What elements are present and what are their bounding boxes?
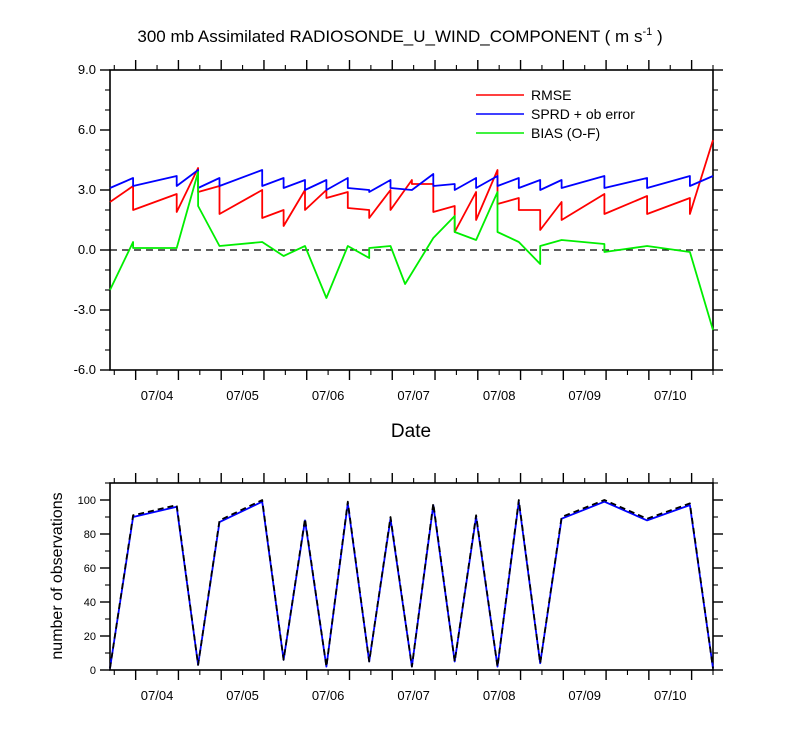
x-tick-label: 07/08 (483, 688, 516, 703)
x-tick-label: 07/04 (141, 388, 174, 403)
y-tick-label: 40 (84, 597, 96, 609)
bottom-axis-ticks: 0 20 40 60 80 100 07/04 07/05 07/06 07/07 07/08 07/… (78, 473, 723, 703)
y-tick-label: -3.0 (74, 302, 96, 317)
x-tick-label: 07/07 (397, 388, 430, 403)
x-axis-title: Date (391, 421, 431, 442)
y-tick-label: 9.0 (78, 62, 96, 77)
x-tick-label: 07/05 (226, 388, 259, 403)
y-tick-label: 0 (90, 665, 96, 677)
x-tick-label: 07/06 (312, 388, 345, 403)
series-line-possible (109, 499, 714, 669)
x-tick-label: 07/10 (654, 388, 687, 403)
legend-label-rmse: RMSE (531, 87, 571, 103)
y-tick-label: 6.0 (78, 122, 96, 137)
top-plot-frame (109, 69, 714, 371)
x-tick-label: 07/06 (312, 688, 345, 703)
y-tick-label: 80 (84, 529, 96, 541)
top-axis-ticks: -6.0 -3.0 0.0 3.0 6.0 9.0 07/04 07/05 07/06 07/07… (74, 60, 723, 403)
y-tick-label: 100 (78, 495, 96, 507)
y-tick-label: 60 (84, 563, 96, 575)
y-tick-label: -6.0 (74, 362, 96, 377)
legend-label-sprd: SPRD + ob error (531, 106, 635, 122)
chart-title: 300 mb Assimilated RADIOSONDE_U_WIND_COM… (137, 26, 662, 46)
legend-label-bias: BIAS (O-F) (531, 125, 600, 141)
x-tick-label: 07/04 (141, 688, 174, 703)
top-series-group (109, 139, 714, 331)
x-tick-label: 07/07 (397, 688, 430, 703)
x-tick-label: 07/10 (654, 688, 687, 703)
y-axis-title-observations: number of observations (49, 492, 66, 659)
x-tick-label: 07/09 (568, 388, 601, 403)
y-tick-label: 20 (84, 631, 96, 643)
y-tick-label: 0.0 (78, 242, 96, 257)
series-line-bias-o-f- (109, 171, 714, 331)
x-tick-label: 07/08 (483, 388, 516, 403)
bottom-plot-frame (109, 482, 714, 671)
series-line-rmse (109, 139, 714, 233)
bottom-series-group (109, 499, 714, 669)
y-tick-label: 3.0 (78, 182, 96, 197)
x-tick-label: 07/09 (568, 688, 601, 703)
x-tick-label: 07/05 (226, 688, 259, 703)
legend: RMSE SPRD + ob error BIAS (O-F) (476, 87, 635, 141)
series-line-sprd-ob-error (109, 169, 714, 193)
top-panel: -6.0 -3.0 0.0 3.0 6.0 9.0 07/04 07/05 07/06 07/07… (74, 60, 723, 442)
bottom-panel: 0 20 40 60 80 100 07/04 07/05 07/06 07/07 07/08 07/… (49, 473, 723, 703)
